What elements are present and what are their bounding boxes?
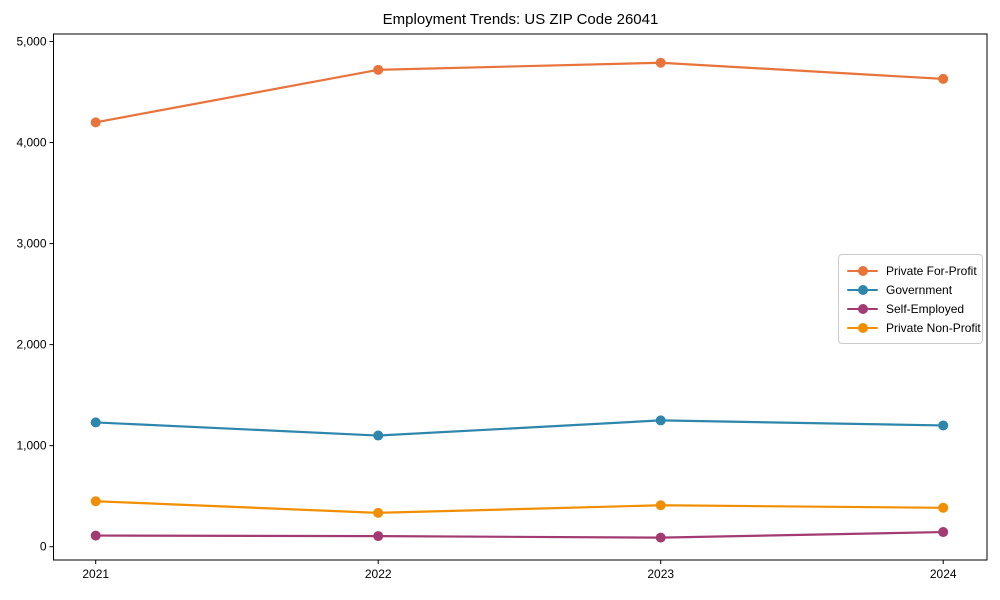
y-axis-tick-label: 4,000 [16,136,46,150]
x-axis-tick-label: 2024 [930,567,957,581]
legend-item-government: Government [847,280,976,299]
legend-dot-swatch [857,265,868,276]
y-axis-tick-label: 5,000 [16,35,46,49]
legend-item-private-non-profit: Private Non-Profit [847,318,981,337]
data-point-self-employed-2023 [655,532,666,543]
data-point-government-2022 [373,430,384,441]
x-axis-tick-label: 2022 [365,567,392,581]
x-axis-tick-label: 2023 [647,567,674,581]
data-point-self-employed-2024 [938,527,949,538]
legend-label: Private Non-Profit [886,320,981,335]
y-axis-tick-label: 0 [40,540,47,554]
legend-marker-icon [847,284,878,295]
data-point-government-2024 [938,420,949,431]
data-point-private-non-profit-2022 [373,507,384,518]
data-point-private-for-profit-2022 [373,64,384,75]
data-point-private-non-profit-2023 [655,500,666,511]
legend-item-self-employed: Self-Employed [847,299,976,318]
legend-label: Government [886,282,953,297]
data-point-government-2021 [90,417,101,428]
series-line-private-non-profit [94,500,945,514]
chart-title: Employment Trends: US ZIP Code 26041 [382,11,659,28]
data-point-private-for-profit-2021 [90,117,101,128]
data-point-government-2023 [655,415,666,426]
series-line-private-for-profit [94,61,945,124]
y-axis-tick-label: 2,000 [16,338,46,352]
data-point-private-for-profit-2023 [655,57,666,68]
x-axis-tick-label: 2021 [82,567,109,581]
series-line-self-employed [94,530,945,539]
data-point-private-non-profit-2021 [90,496,101,507]
series-line-government [94,419,945,437]
legend: Private For-Profit Government Self-Employe… [838,254,983,344]
legend-label: Self-Employed [886,301,965,316]
data-point-private-for-profit-2024 [938,73,949,84]
legend-dot-swatch [857,322,868,333]
legend-marker-icon [847,303,878,314]
legend-marker-icon [847,265,878,276]
data-point-self-employed-2021 [90,530,101,541]
data-point-self-employed-2022 [373,531,384,542]
legend-dot-swatch [857,284,868,295]
legend-marker-icon [847,322,878,333]
legend-label: Private For-Profit [886,263,977,278]
plot-frame [53,33,988,561]
data-point-private-non-profit-2024 [938,502,949,513]
y-axis-tick-label: 1,000 [16,439,46,453]
legend-dot-swatch [857,303,868,314]
y-axis-tick-label: 3,000 [16,237,46,251]
legend-item-private-for-profit: Private For-Profit [847,261,977,280]
